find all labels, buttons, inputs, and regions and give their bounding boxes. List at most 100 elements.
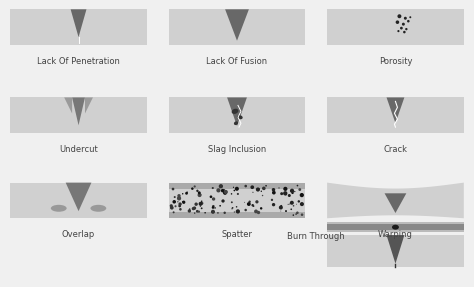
Bar [327,224,464,230]
Ellipse shape [210,195,212,198]
Ellipse shape [244,202,245,203]
Ellipse shape [174,196,176,198]
Bar [169,183,305,189]
Ellipse shape [211,210,215,214]
Ellipse shape [224,189,225,191]
Bar [327,9,464,45]
Ellipse shape [253,192,254,193]
Bar [169,212,305,218]
Ellipse shape [265,185,267,187]
Ellipse shape [170,204,173,207]
Ellipse shape [172,188,174,190]
Text: Lack Of Fusion: Lack Of Fusion [207,57,267,66]
Ellipse shape [392,225,399,230]
Ellipse shape [236,209,240,214]
Bar [327,98,464,133]
Text: Burn Through: Burn Through [287,232,345,241]
Text: Crack: Crack [383,145,408,154]
Ellipse shape [400,27,403,30]
Text: Warping: Warping [378,230,413,239]
Ellipse shape [283,191,287,195]
Ellipse shape [247,202,251,206]
Polygon shape [72,98,85,125]
Ellipse shape [397,14,401,18]
Polygon shape [225,9,249,41]
Ellipse shape [182,201,185,204]
Ellipse shape [250,185,254,189]
Bar [10,9,147,45]
Ellipse shape [201,202,203,205]
Text: Slag Inclusion: Slag Inclusion [208,145,266,154]
Ellipse shape [407,20,410,22]
Ellipse shape [235,187,239,191]
Ellipse shape [290,201,294,205]
Ellipse shape [405,28,408,30]
Ellipse shape [233,187,234,188]
Text: Spatter: Spatter [221,230,253,239]
Ellipse shape [212,206,214,209]
Ellipse shape [257,211,260,214]
Ellipse shape [396,20,399,24]
Ellipse shape [216,188,220,193]
Ellipse shape [280,192,283,195]
Ellipse shape [300,202,304,206]
Ellipse shape [295,214,297,215]
Ellipse shape [288,204,289,205]
Ellipse shape [296,204,297,205]
Ellipse shape [178,202,182,206]
Ellipse shape [221,199,225,203]
Ellipse shape [237,115,243,119]
Ellipse shape [196,190,199,192]
Ellipse shape [272,188,275,191]
Ellipse shape [231,193,232,195]
Ellipse shape [219,205,221,207]
Ellipse shape [253,205,255,207]
Ellipse shape [290,189,294,193]
Ellipse shape [302,203,303,205]
Polygon shape [384,193,406,213]
Ellipse shape [296,212,299,214]
Ellipse shape [198,191,201,194]
Polygon shape [71,9,86,37]
Ellipse shape [248,201,251,203]
Ellipse shape [271,199,273,201]
Ellipse shape [300,193,304,197]
Ellipse shape [293,205,294,207]
Ellipse shape [196,210,199,213]
Ellipse shape [217,212,219,214]
Ellipse shape [403,31,406,33]
Ellipse shape [200,205,201,207]
Ellipse shape [178,205,181,207]
Ellipse shape [182,201,183,202]
Ellipse shape [212,187,214,189]
Ellipse shape [232,207,233,209]
Ellipse shape [245,185,247,187]
Ellipse shape [234,190,235,191]
Ellipse shape [170,206,173,210]
Ellipse shape [177,196,181,200]
Ellipse shape [285,210,287,212]
Ellipse shape [298,200,300,203]
Ellipse shape [251,204,254,206]
Ellipse shape [173,200,176,203]
Ellipse shape [212,205,215,208]
Ellipse shape [186,191,188,193]
Ellipse shape [182,193,183,195]
Ellipse shape [173,211,174,213]
Ellipse shape [51,205,67,212]
Bar [169,9,305,45]
Ellipse shape [198,193,201,197]
Ellipse shape [212,197,215,201]
Polygon shape [227,98,247,126]
Bar [10,98,147,133]
Ellipse shape [232,109,238,114]
Ellipse shape [231,208,233,209]
Ellipse shape [245,209,247,211]
Ellipse shape [199,202,203,206]
Ellipse shape [284,193,287,195]
Ellipse shape [231,201,233,203]
Ellipse shape [260,207,263,210]
Polygon shape [327,183,464,218]
Ellipse shape [174,205,177,207]
Ellipse shape [404,17,407,20]
